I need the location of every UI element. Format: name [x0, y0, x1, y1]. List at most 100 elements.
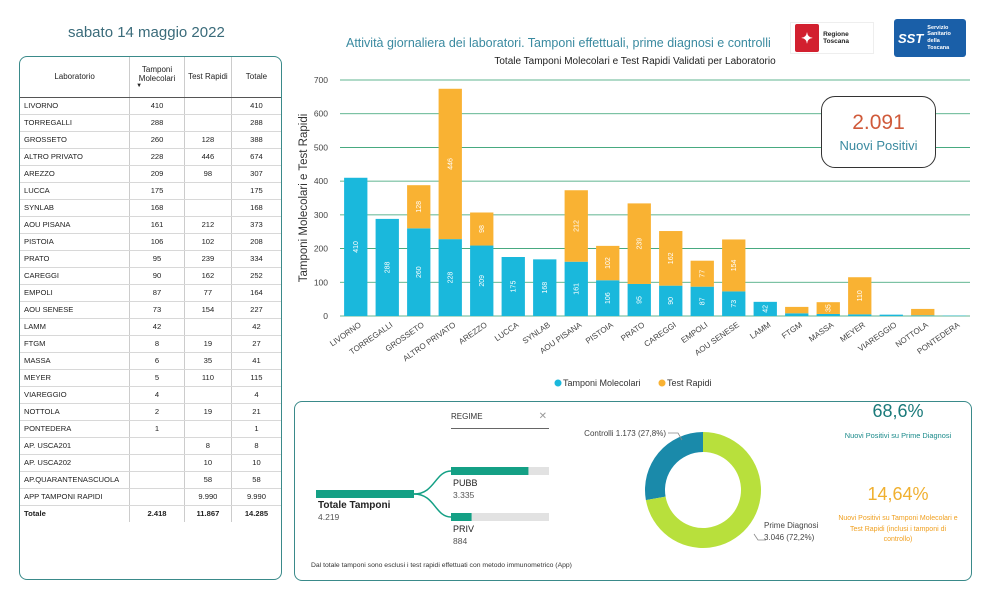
- table-cell: 4: [230, 386, 281, 404]
- bar-test-rapidi: [848, 277, 872, 315]
- table-row[interactable]: MASSA 6 35 41: [20, 352, 281, 370]
- table-row[interactable]: EMPOLI 87 77 164: [20, 284, 281, 302]
- bar-value-label: 73: [731, 300, 738, 308]
- branch-label: PRIV: [453, 524, 474, 534]
- table-cell: 212: [183, 216, 232, 234]
- pct-prime-diagnosi-label: Nuovi Positivi su Prime Diagnosi: [844, 431, 952, 440]
- table-row[interactable]: AOU PISANA 161 212 373: [20, 216, 281, 234]
- bar-tamponi-molecolari: [659, 285, 683, 316]
- table-cell: FTGM: [20, 335, 130, 353]
- table-row[interactable]: AP. USCA201 8 8: [20, 437, 281, 455]
- table-cell: 8: [129, 335, 185, 353]
- table-row[interactable]: SYNLAB 168 168: [20, 199, 281, 217]
- branch-connector: [413, 470, 452, 495]
- bar-value-label: 77: [699, 270, 706, 278]
- table-cell: VIAREGGIO: [20, 386, 130, 404]
- y-tick-label: 300: [314, 210, 328, 220]
- col-header-test-rapidi[interactable]: Test Rapidi: [183, 57, 232, 98]
- col-header-tamponi[interactable]: Tamponi Molecolari ▼: [129, 57, 185, 98]
- y-tick-label: 100: [314, 277, 328, 287]
- table-cell: 42: [129, 318, 185, 336]
- table-row[interactable]: AOU SENESE 73 154 227: [20, 301, 281, 319]
- table-cell: 175: [129, 182, 185, 200]
- table-row[interactable]: GROSSETO 260 128 388: [20, 131, 281, 149]
- table-cell: 410: [230, 97, 281, 115]
- bar-tamponi-molecolari: [690, 286, 714, 316]
- report-date: sabato 14 maggio 2022: [68, 24, 225, 41]
- table-cell: 10: [183, 454, 232, 472]
- bar-test-rapidi: [690, 260, 714, 287]
- bar-tamponi-molecolari: [753, 301, 777, 316]
- table-cell: Totale: [20, 504, 130, 522]
- table-cell: AREZZO: [20, 165, 130, 183]
- table-cell: 77: [183, 284, 232, 302]
- table-row[interactable]: MEYER 5 110 115: [20, 369, 281, 387]
- chart-title: Totale Tamponi Molecolari e Test Rapidi …: [494, 56, 776, 67]
- table-row[interactable]: APP TAMPONI RAPIDI 9.990 9.990: [20, 488, 281, 506]
- table-cell: LUCCA: [20, 182, 130, 200]
- pct-tamponi-value: 14,64%: [867, 484, 929, 504]
- table-cell: GROSSETO: [20, 131, 130, 149]
- table-cell: 95: [129, 250, 185, 268]
- table-cell: PONTEDERA: [20, 420, 130, 438]
- table-cell: 8: [183, 437, 232, 455]
- bar-value-label: 288: [384, 262, 391, 274]
- table-cell: 9.990: [183, 488, 232, 506]
- y-tick-label: 400: [314, 176, 328, 186]
- table-row[interactable]: LUCCA 175 175: [20, 182, 281, 200]
- col-header-laboratorio[interactable]: Laboratorio: [20, 57, 130, 98]
- table-cell: SYNLAB: [20, 199, 130, 217]
- table-cell: 227: [230, 301, 281, 319]
- table-cell: 228: [129, 148, 185, 166]
- table-row[interactable]: PRATO 95 239 334: [20, 250, 281, 268]
- table-total-row[interactable]: Totale 2.418 11.867 14.285: [20, 504, 281, 522]
- table-cell: 6: [129, 352, 185, 370]
- table-row[interactable]: AP. USCA202 10 10: [20, 454, 281, 472]
- table-row[interactable]: CAREGGI 90 162 252: [20, 267, 281, 285]
- table-row[interactable]: PONTEDERA 1 1: [20, 420, 281, 438]
- table-row[interactable]: ALTRO PRIVATO 228 446 674: [20, 148, 281, 166]
- table-row[interactable]: FTGM 8 19 27: [20, 335, 281, 353]
- x-tick-label: MEYER: [838, 320, 867, 344]
- chart-svg: 0 100 200 300 400 500 600 700 Tamponi Molecolari…: [298, 75, 970, 388]
- table-cell: 288: [230, 114, 281, 132]
- bar-value-label: 102: [605, 257, 612, 269]
- branch-value: 884: [453, 536, 467, 546]
- table-cell: AP. USCA202: [20, 454, 130, 472]
- table-cell: 164: [230, 284, 281, 302]
- table-cell: 19: [183, 335, 232, 353]
- bar-tamponi-molecolari: [911, 315, 935, 316]
- bar-value-label: 168: [542, 282, 549, 294]
- close-icon[interactable]: ✕: [538, 411, 547, 422]
- table-row[interactable]: TORREGALLI 288 288: [20, 114, 281, 132]
- bar-tamponi-molecolari: [848, 314, 872, 316]
- bar-tamponi-molecolari: [375, 218, 399, 316]
- nuovi-positivi-card: 2.091 Nuovi Positivi: [821, 96, 936, 168]
- bar-value-label: 90: [668, 297, 675, 305]
- x-tick-label: FTGM: [780, 320, 804, 341]
- table-row[interactable]: AP.QUARANTENASCUOLA 58 58: [20, 471, 281, 489]
- donut-slice: [645, 432, 703, 501]
- col-header-totale[interactable]: Totale: [230, 57, 281, 98]
- table-row[interactable]: LIVORNO 410 410: [20, 97, 281, 115]
- table-cell: 388: [230, 131, 281, 149]
- table-cell: MEYER: [20, 369, 130, 387]
- table-row[interactable]: AREZZO 209 98 307: [20, 165, 281, 183]
- regime-filter[interactable]: REGIME ✕: [451, 411, 549, 429]
- table-cell: 168: [230, 199, 281, 217]
- table-row[interactable]: PISTOIA 106 102 208: [20, 233, 281, 251]
- table-cell: 288: [129, 114, 185, 132]
- table-row[interactable]: VIAREGGIO 4 4: [20, 386, 281, 404]
- table-cell: 42: [230, 318, 281, 336]
- root-label: Totale Tamponi: [318, 500, 391, 511]
- bar-test-rapidi: [438, 88, 462, 240]
- table-cell: 334: [230, 250, 281, 268]
- laboratory-table-panel: Laboratorio Tamponi Molecolari ▼ Test Rap…: [19, 56, 282, 580]
- table-row[interactable]: NOTTOLA 2 19 21: [20, 403, 281, 421]
- slice-label-prime-diagnosi: Prime Diagnosi: [764, 521, 818, 530]
- x-tick-label: CAREGGI: [643, 320, 678, 349]
- table-row[interactable]: LAMM 42 42: [20, 318, 281, 336]
- sst-logo: SST Servizio Sanitario della Toscana: [894, 19, 966, 57]
- table-cell: [129, 437, 185, 455]
